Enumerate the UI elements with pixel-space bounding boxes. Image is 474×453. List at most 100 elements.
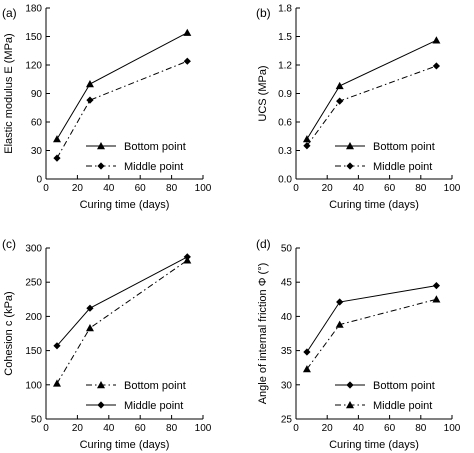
y-tick-label: 35 <box>281 346 293 357</box>
legend-label: Middle point <box>124 400 183 412</box>
data-point-series-1 <box>53 342 61 350</box>
series-line-1 <box>306 65 437 147</box>
y-tick-label: 30 <box>31 146 43 157</box>
series-line-0 <box>306 39 437 140</box>
x-tick-label: 60 <box>384 183 396 194</box>
x-tick-label: 60 <box>135 183 147 194</box>
data-point-series-0 <box>85 80 94 88</box>
y-tick-label: 150 <box>25 32 42 43</box>
x-tick-label: 0 <box>43 183 49 194</box>
legend-marker <box>97 142 105 150</box>
legend-marker <box>97 381 105 389</box>
x-tick-label: 0 <box>293 423 299 434</box>
legend-label: Bottom point <box>124 380 186 392</box>
legend-label: Bottom point <box>124 141 186 153</box>
x-tick-label: 80 <box>166 423 178 434</box>
panel-label: (b) <box>256 6 271 20</box>
data-point-series-0 <box>336 298 344 306</box>
x-tick-label: 40 <box>353 183 365 194</box>
x-tick-label: 60 <box>135 423 147 434</box>
y-tick-label: 250 <box>25 278 42 289</box>
data-point-series-0 <box>183 28 192 36</box>
x-tick-label: 60 <box>384 423 396 434</box>
y-tick-label: 50 <box>281 244 293 255</box>
data-point-series-1 <box>183 253 191 261</box>
x-tick-label: 40 <box>103 183 115 194</box>
panel-label: (c) <box>2 237 16 251</box>
x-tick-label: 20 <box>72 183 84 194</box>
panel-label: (a) <box>2 6 17 20</box>
x-tick-label: 100 <box>195 183 212 194</box>
x-tick-label: 20 <box>72 423 84 434</box>
legend-label: Middle point <box>373 161 432 173</box>
series-line-1 <box>56 256 188 347</box>
x-tick-label: 80 <box>166 183 178 194</box>
legend-marker <box>97 401 105 409</box>
y-tick-label: 0.9 <box>278 89 292 100</box>
data-point-series-1 <box>86 96 94 104</box>
series-line-1 <box>306 298 437 370</box>
panel-label: (d) <box>256 237 271 251</box>
legend-marker <box>346 162 354 170</box>
y-tick-label: 25 <box>281 415 293 426</box>
y-tick-label: 90 <box>31 89 43 100</box>
y-axis-title: Elastic modulus E (MPa) <box>3 33 15 153</box>
data-point-series-1 <box>302 365 311 373</box>
data-point-series-1 <box>183 57 191 65</box>
data-point-series-0 <box>52 135 61 143</box>
x-axis-title: Curing time (days) <box>80 439 170 451</box>
y-tick-label: 60 <box>31 118 43 129</box>
series-line-0 <box>56 259 188 384</box>
x-axis-title: Curing time (days) <box>329 439 419 451</box>
x-tick-label: 0 <box>293 183 299 194</box>
y-tick-label: 45 <box>281 278 293 289</box>
y-axis-title: Cohesion c (kPa) <box>3 291 15 375</box>
x-tick-label: 20 <box>322 183 334 194</box>
data-point-series-1 <box>432 62 440 70</box>
x-axis-title: Curing time (days) <box>80 199 170 211</box>
x-tick-label: 40 <box>353 423 365 434</box>
data-point-series-1 <box>336 97 344 105</box>
legend-label: Bottom point <box>373 380 435 392</box>
x-tick-label: 100 <box>444 423 461 434</box>
y-tick-label: 180 <box>25 4 42 15</box>
legend-label: Middle point <box>373 400 432 412</box>
y-tick-label: 40 <box>281 312 293 323</box>
x-tick-label: 20 <box>322 423 334 434</box>
y-axis-title: Angle of internal friction Φ (°) <box>257 263 269 405</box>
y-tick-label: 1.8 <box>278 4 292 15</box>
data-point-series-1 <box>86 304 94 312</box>
x-tick-label: 0 <box>43 423 49 434</box>
y-tick-label: 50 <box>31 415 43 426</box>
data-point-series-0 <box>302 135 311 143</box>
y-tick-label: 150 <box>25 346 42 357</box>
data-point-series-1 <box>432 295 441 303</box>
y-tick-label: 1.5 <box>278 32 292 43</box>
data-point-series-0 <box>432 282 440 290</box>
series-line-1 <box>56 60 188 159</box>
legend-label: Middle point <box>124 161 183 173</box>
y-tick-label: 0.3 <box>278 146 292 157</box>
data-point-series-0 <box>303 348 311 356</box>
legend-label: Bottom point <box>373 141 435 153</box>
legend-marker <box>97 162 105 170</box>
x-tick-label: 80 <box>415 423 427 434</box>
y-tick-label: 300 <box>25 244 42 255</box>
y-tick-label: 0 <box>36 175 42 186</box>
data-point-series-1 <box>303 142 311 150</box>
x-tick-label: 100 <box>444 183 461 194</box>
y-tick-label: 100 <box>25 380 42 391</box>
y-tick-label: 30 <box>281 380 293 391</box>
y-tick-label: 200 <box>25 312 42 323</box>
legend-marker <box>346 142 354 150</box>
legend-marker <box>346 401 354 409</box>
x-tick-label: 40 <box>103 423 115 434</box>
y-tick-label: 120 <box>25 61 42 72</box>
x-axis-title: Curing time (days) <box>329 199 419 211</box>
y-tick-label: 0.6 <box>278 118 292 129</box>
data-point-series-1 <box>53 154 61 162</box>
y-tick-label: 1.2 <box>278 61 292 72</box>
data-point-series-0 <box>85 324 94 332</box>
data-point-series-1 <box>335 320 344 328</box>
data-point-series-0 <box>432 36 441 44</box>
